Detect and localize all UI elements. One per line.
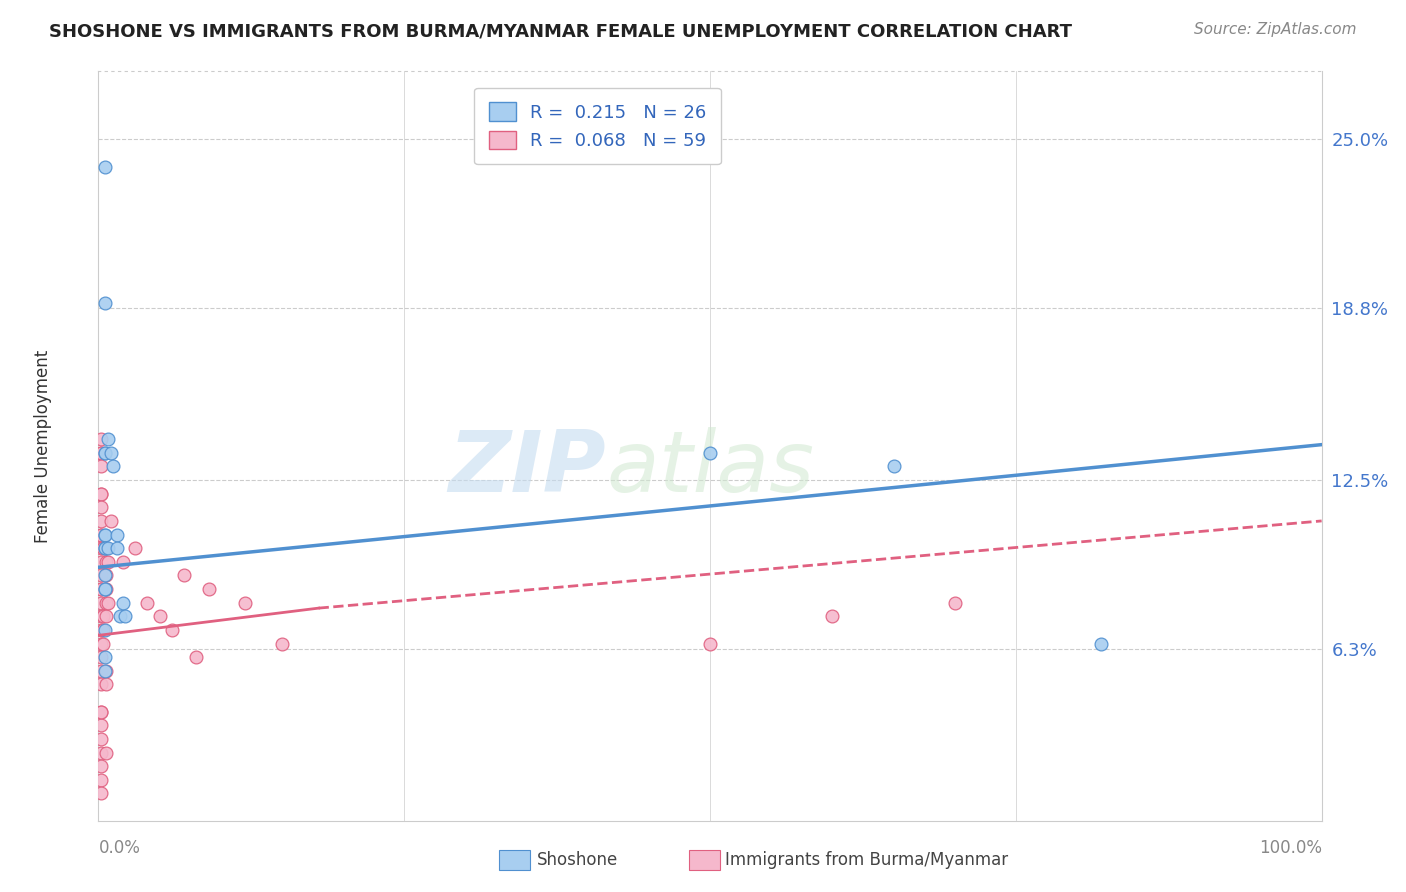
Point	[90, 664, 112, 678]
Point	[93, 623, 115, 637]
Point	[90, 596, 112, 610]
Text: 100.0%: 100.0%	[1258, 839, 1322, 857]
Text: 0.0%: 0.0%	[98, 839, 141, 857]
Point	[93, 446, 115, 460]
Point	[90, 772, 112, 787]
Point	[1090, 636, 1112, 650]
Point	[91, 636, 114, 650]
Point	[91, 623, 114, 637]
Text: Female Unemployment: Female Unemployment	[34, 350, 52, 542]
Point	[943, 596, 966, 610]
Point	[105, 541, 128, 556]
Point	[136, 596, 159, 610]
Point	[90, 705, 112, 719]
Point	[90, 623, 112, 637]
Point	[90, 446, 112, 460]
Point	[94, 664, 117, 678]
Point	[97, 555, 120, 569]
Text: atlas: atlas	[606, 427, 814, 510]
Point	[94, 582, 117, 596]
Point	[149, 609, 172, 624]
Point	[90, 527, 112, 541]
Point	[114, 609, 136, 624]
Text: ZIP: ZIP	[449, 427, 606, 510]
Point	[186, 650, 208, 665]
Point	[100, 514, 122, 528]
Point	[93, 527, 115, 541]
Point	[93, 650, 115, 665]
Point	[90, 432, 112, 446]
Point	[91, 609, 114, 624]
Point	[93, 160, 115, 174]
Point	[93, 541, 115, 556]
Point	[699, 446, 721, 460]
Point	[883, 459, 905, 474]
Point	[93, 527, 115, 541]
Point	[97, 596, 120, 610]
Text: Immigrants from Burma/Myanmar: Immigrants from Burma/Myanmar	[725, 851, 1008, 869]
Point	[94, 677, 117, 691]
Point	[94, 555, 117, 569]
Point	[160, 623, 183, 637]
Point	[111, 555, 134, 569]
Point	[90, 486, 112, 500]
Point	[90, 786, 112, 800]
Point	[93, 582, 115, 596]
Point	[94, 541, 117, 556]
Point	[90, 582, 112, 596]
Point	[90, 759, 112, 773]
Point	[100, 446, 122, 460]
Point	[91, 541, 114, 556]
Point	[90, 541, 112, 556]
Point	[97, 541, 120, 556]
Point	[90, 636, 112, 650]
Point	[90, 609, 112, 624]
Point	[93, 582, 115, 596]
Point	[94, 568, 117, 582]
Point	[93, 568, 115, 582]
Point	[90, 555, 112, 569]
Point	[93, 446, 115, 460]
Point	[90, 500, 112, 515]
Point	[90, 582, 112, 596]
Point	[93, 541, 115, 556]
Point	[93, 664, 115, 678]
Point	[93, 296, 115, 310]
Point	[90, 677, 112, 691]
Point	[173, 568, 195, 582]
Point	[97, 432, 120, 446]
Point	[90, 568, 112, 582]
Point	[90, 459, 112, 474]
Text: SHOSHONE VS IMMIGRANTS FROM BURMA/MYANMAR FEMALE UNEMPLOYMENT CORRELATION CHART: SHOSHONE VS IMMIGRANTS FROM BURMA/MYANMA…	[49, 22, 1073, 40]
Point	[105, 527, 128, 541]
Point	[101, 459, 124, 474]
Point	[94, 746, 117, 760]
Point	[94, 596, 117, 610]
Point	[270, 636, 294, 650]
Point	[94, 609, 117, 624]
Point	[90, 746, 112, 760]
Point	[124, 541, 146, 556]
Legend: R =  0.215   N = 26, R =  0.068   N = 59: R = 0.215 N = 26, R = 0.068 N = 59	[474, 88, 721, 164]
Point	[90, 705, 112, 719]
Point	[90, 731, 112, 746]
Point	[90, 514, 112, 528]
Point	[821, 609, 844, 624]
Point	[197, 582, 219, 596]
Point	[233, 596, 256, 610]
Point	[110, 609, 132, 624]
Point	[90, 486, 112, 500]
Point	[90, 650, 112, 665]
Point	[90, 527, 112, 541]
Text: Shoshone: Shoshone	[537, 851, 619, 869]
Point	[90, 446, 112, 460]
Point	[90, 718, 112, 732]
Text: Source: ZipAtlas.com: Source: ZipAtlas.com	[1194, 22, 1357, 37]
Point	[111, 596, 134, 610]
Point	[699, 636, 721, 650]
